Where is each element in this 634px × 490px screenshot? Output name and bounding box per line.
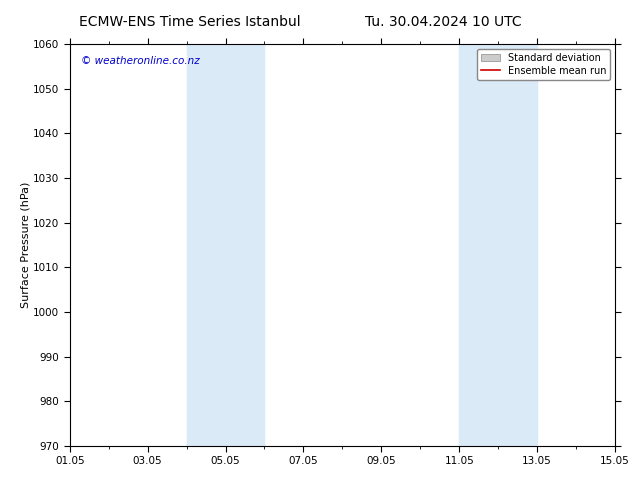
Y-axis label: Surface Pressure (hPa): Surface Pressure (hPa) xyxy=(20,182,30,308)
Text: ECMW-ENS Time Series Istanbul: ECMW-ENS Time Series Istanbul xyxy=(79,15,301,29)
Text: © weatheronline.co.nz: © weatheronline.co.nz xyxy=(81,56,200,66)
Text: Tu. 30.04.2024 10 UTC: Tu. 30.04.2024 10 UTC xyxy=(365,15,522,29)
Bar xyxy=(459,44,537,446)
Legend: Standard deviation, Ensemble mean run: Standard deviation, Ensemble mean run xyxy=(477,49,610,80)
Bar xyxy=(186,44,264,446)
